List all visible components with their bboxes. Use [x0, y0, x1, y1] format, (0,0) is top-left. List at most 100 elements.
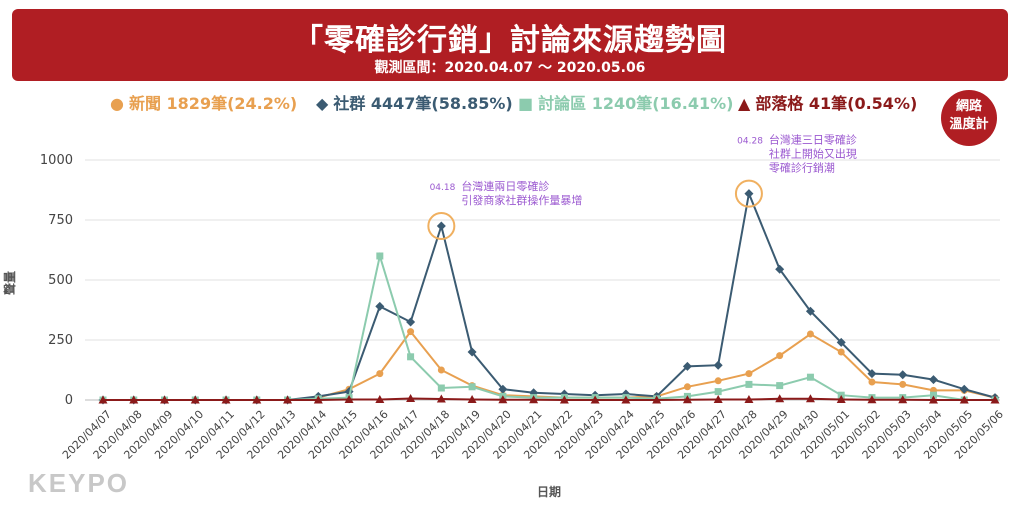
annotation-text: 台灣連兩日零確診 [461, 179, 549, 193]
data-point [590, 395, 600, 404]
data-point [313, 395, 323, 404]
annotation-ring [734, 179, 763, 208]
annotation-text: 零確診行銷潮 [769, 161, 835, 175]
data-point [776, 382, 784, 390]
legend-label-news: 新聞 1829筆(24.2%) [128, 94, 298, 113]
data-point [775, 394, 785, 403]
data-point [867, 395, 877, 404]
data-point [376, 370, 384, 378]
data-point [283, 395, 293, 404]
legend-label-blog: 部落格 41筆(0.54%) [755, 94, 918, 113]
legend: ● 新聞 1829筆(24.2%) ◆ 社群 4447筆(58.85%) ■ 討論區 … [0, 90, 1024, 116]
data-point [744, 395, 754, 404]
series-line-2 [103, 252, 995, 401]
data-point [899, 380, 907, 388]
chart-title: 「零確診行銷」討論來源趨勢圖 [293, 23, 727, 58]
data-point [559, 395, 569, 404]
data-point [682, 361, 692, 371]
data-point [929, 391, 937, 399]
data-point [714, 388, 722, 396]
chart-subtitle: 觀測區間：2020.04.07 ～ 2020.05.06 [374, 60, 646, 76]
data-point [745, 370, 753, 378]
y-axis-label: 聲量 [2, 271, 17, 295]
data-point [407, 328, 415, 336]
data-point [682, 395, 692, 404]
data-point [806, 373, 814, 381]
legend-item-news: ● 新聞 1829筆(24.2%) [110, 90, 297, 114]
annotation-text: 社群上開始又出現 [769, 147, 857, 161]
legend-marker-social: ◆ [316, 94, 329, 113]
data-point [376, 252, 384, 260]
y-tick-label: 0 [65, 393, 73, 408]
y-axis-ticks: 0 250 500 750 1000 [40, 153, 73, 408]
legend-item-blog: ▲ 部落格 41筆(0.54%) [738, 90, 917, 114]
legend-label-forum: 討論區 1240筆(16.41%) [538, 94, 734, 113]
data-point [898, 395, 908, 404]
data-point [467, 395, 477, 404]
data-point [867, 369, 877, 379]
data-point [990, 395, 1000, 404]
data-point [498, 395, 508, 404]
y-tick-label: 750 [48, 213, 73, 228]
keypo-logo: KEYPO [28, 468, 130, 498]
data-point [621, 395, 631, 404]
data-point [683, 383, 691, 391]
data-point [436, 394, 446, 403]
legend-marker-news: ● [110, 94, 124, 113]
annotation-text: 台灣連三日零確診 [769, 133, 857, 147]
y-tick-label: 500 [48, 273, 73, 288]
data-point [959, 395, 969, 404]
data-point [714, 377, 722, 385]
annotation-date: 04.18 [430, 183, 456, 193]
data-point [745, 380, 753, 388]
y-tick-label: 1000 [40, 153, 73, 168]
data-point [129, 395, 139, 404]
title-banner: 「零確診行銷」討論來源趨勢圖 觀測區間：2020.04.07 ～ 2020.05… [12, 9, 1008, 81]
data-point [805, 394, 815, 403]
data-point [898, 370, 908, 380]
data-point [221, 395, 231, 404]
data-point [406, 317, 416, 327]
data-point [467, 347, 477, 357]
legend-marker-blog: ▲ [738, 94, 751, 113]
annotation-text: 引發商家社群操作量暴增 [461, 193, 582, 207]
data-point [868, 378, 876, 386]
data-point [344, 395, 354, 404]
data-point [805, 306, 815, 316]
data-point [252, 395, 262, 404]
data-point [713, 360, 723, 370]
data-point [836, 395, 846, 404]
data-point [406, 394, 416, 403]
x-axis-label: 日期 [537, 484, 561, 499]
legend-marker-forum: ■ [518, 94, 534, 113]
thermometer-badge: 網路 溫度計 [941, 90, 997, 146]
data-point [928, 375, 938, 385]
series-lines [98, 189, 1000, 405]
data-point [744, 189, 754, 199]
data-point [468, 383, 476, 391]
annotation-ring [427, 212, 456, 240]
data-point [776, 352, 784, 360]
data-point [98, 395, 108, 404]
x-axis-ticks: 2020/04/072020/04/082020/04/092020/04/10… [60, 408, 1006, 462]
data-point [498, 384, 508, 394]
data-point [836, 337, 846, 347]
legend-item-social: ◆ 社群 4447筆(58.85%) [316, 90, 513, 114]
data-point [375, 301, 385, 311]
legend-label-social: 社群 4447筆(58.85%) [333, 94, 513, 113]
data-point [190, 395, 200, 404]
data-point [806, 330, 814, 338]
data-point [160, 395, 170, 404]
legend-item-forum: ■ 討論區 1240筆(16.41%) [518, 90, 734, 114]
y-tick-label: 250 [48, 333, 73, 348]
data-point [436, 221, 446, 231]
data-point [375, 395, 385, 404]
data-point [652, 395, 662, 404]
data-point [437, 384, 445, 392]
data-point [928, 395, 938, 404]
series-line-3 [103, 397, 995, 401]
series-line-1 [103, 190, 996, 401]
data-point [529, 395, 539, 404]
